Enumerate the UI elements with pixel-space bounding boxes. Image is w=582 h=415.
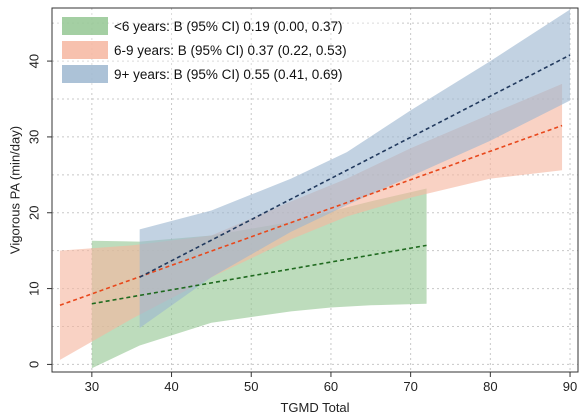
legend-background bbox=[56, 12, 396, 90]
x-tick-label-0: 30 bbox=[85, 379, 99, 394]
regression-line-series-2 bbox=[139, 54, 571, 278]
x-tick-label-3: 60 bbox=[324, 379, 338, 394]
x-tick-label-5: 80 bbox=[483, 379, 497, 394]
legend-swatch-2 bbox=[62, 65, 108, 83]
legend-label-1: 6-9 years: B (95% CI) 0.37 (0.22, 0.53) bbox=[114, 43, 347, 58]
legend: <6 years: B (95% CI) 0.19 (0.00, 0.37) 6-… bbox=[56, 12, 396, 90]
x-tick-label-2: 50 bbox=[244, 379, 258, 394]
x-tick-label-4: 70 bbox=[403, 379, 417, 394]
x-axis-title: TGMD Total bbox=[280, 400, 349, 415]
confidence-bands bbox=[59, 9, 571, 369]
regression-line-series-1 bbox=[59, 124, 563, 307]
ci-band-series-0 bbox=[91, 188, 427, 369]
regression-line-series-0 bbox=[91, 244, 427, 305]
axis-ticks: 30 40 50 60 70 80 90 0 10 20 30 40 bbox=[26, 54, 577, 394]
y-tick-label-0: 0 bbox=[26, 361, 41, 368]
regression-lines bbox=[59, 54, 571, 307]
y-tick-label-2: 20 bbox=[26, 206, 41, 220]
y-tick-label-3: 30 bbox=[26, 130, 41, 144]
x-tick-label-1: 40 bbox=[164, 379, 178, 394]
legend-label-0: <6 years: B (95% CI) 0.19 (0.00, 0.37) bbox=[114, 19, 343, 34]
plot-frame bbox=[51, 7, 579, 373]
x-tick-label-6: 90 bbox=[563, 379, 577, 394]
y-axis-title: Vigorous PA (min/day) bbox=[7, 126, 22, 254]
legend-label-2: 9+ years: B (95% CI) 0.55 (0.41, 0.69) bbox=[114, 67, 343, 82]
y-tick-label-4: 40 bbox=[26, 54, 41, 68]
ci-band-series-2 bbox=[139, 9, 571, 329]
legend-swatch-0 bbox=[62, 17, 108, 35]
y-tick-label-1: 10 bbox=[26, 281, 41, 295]
legend-swatch-1 bbox=[62, 41, 108, 59]
